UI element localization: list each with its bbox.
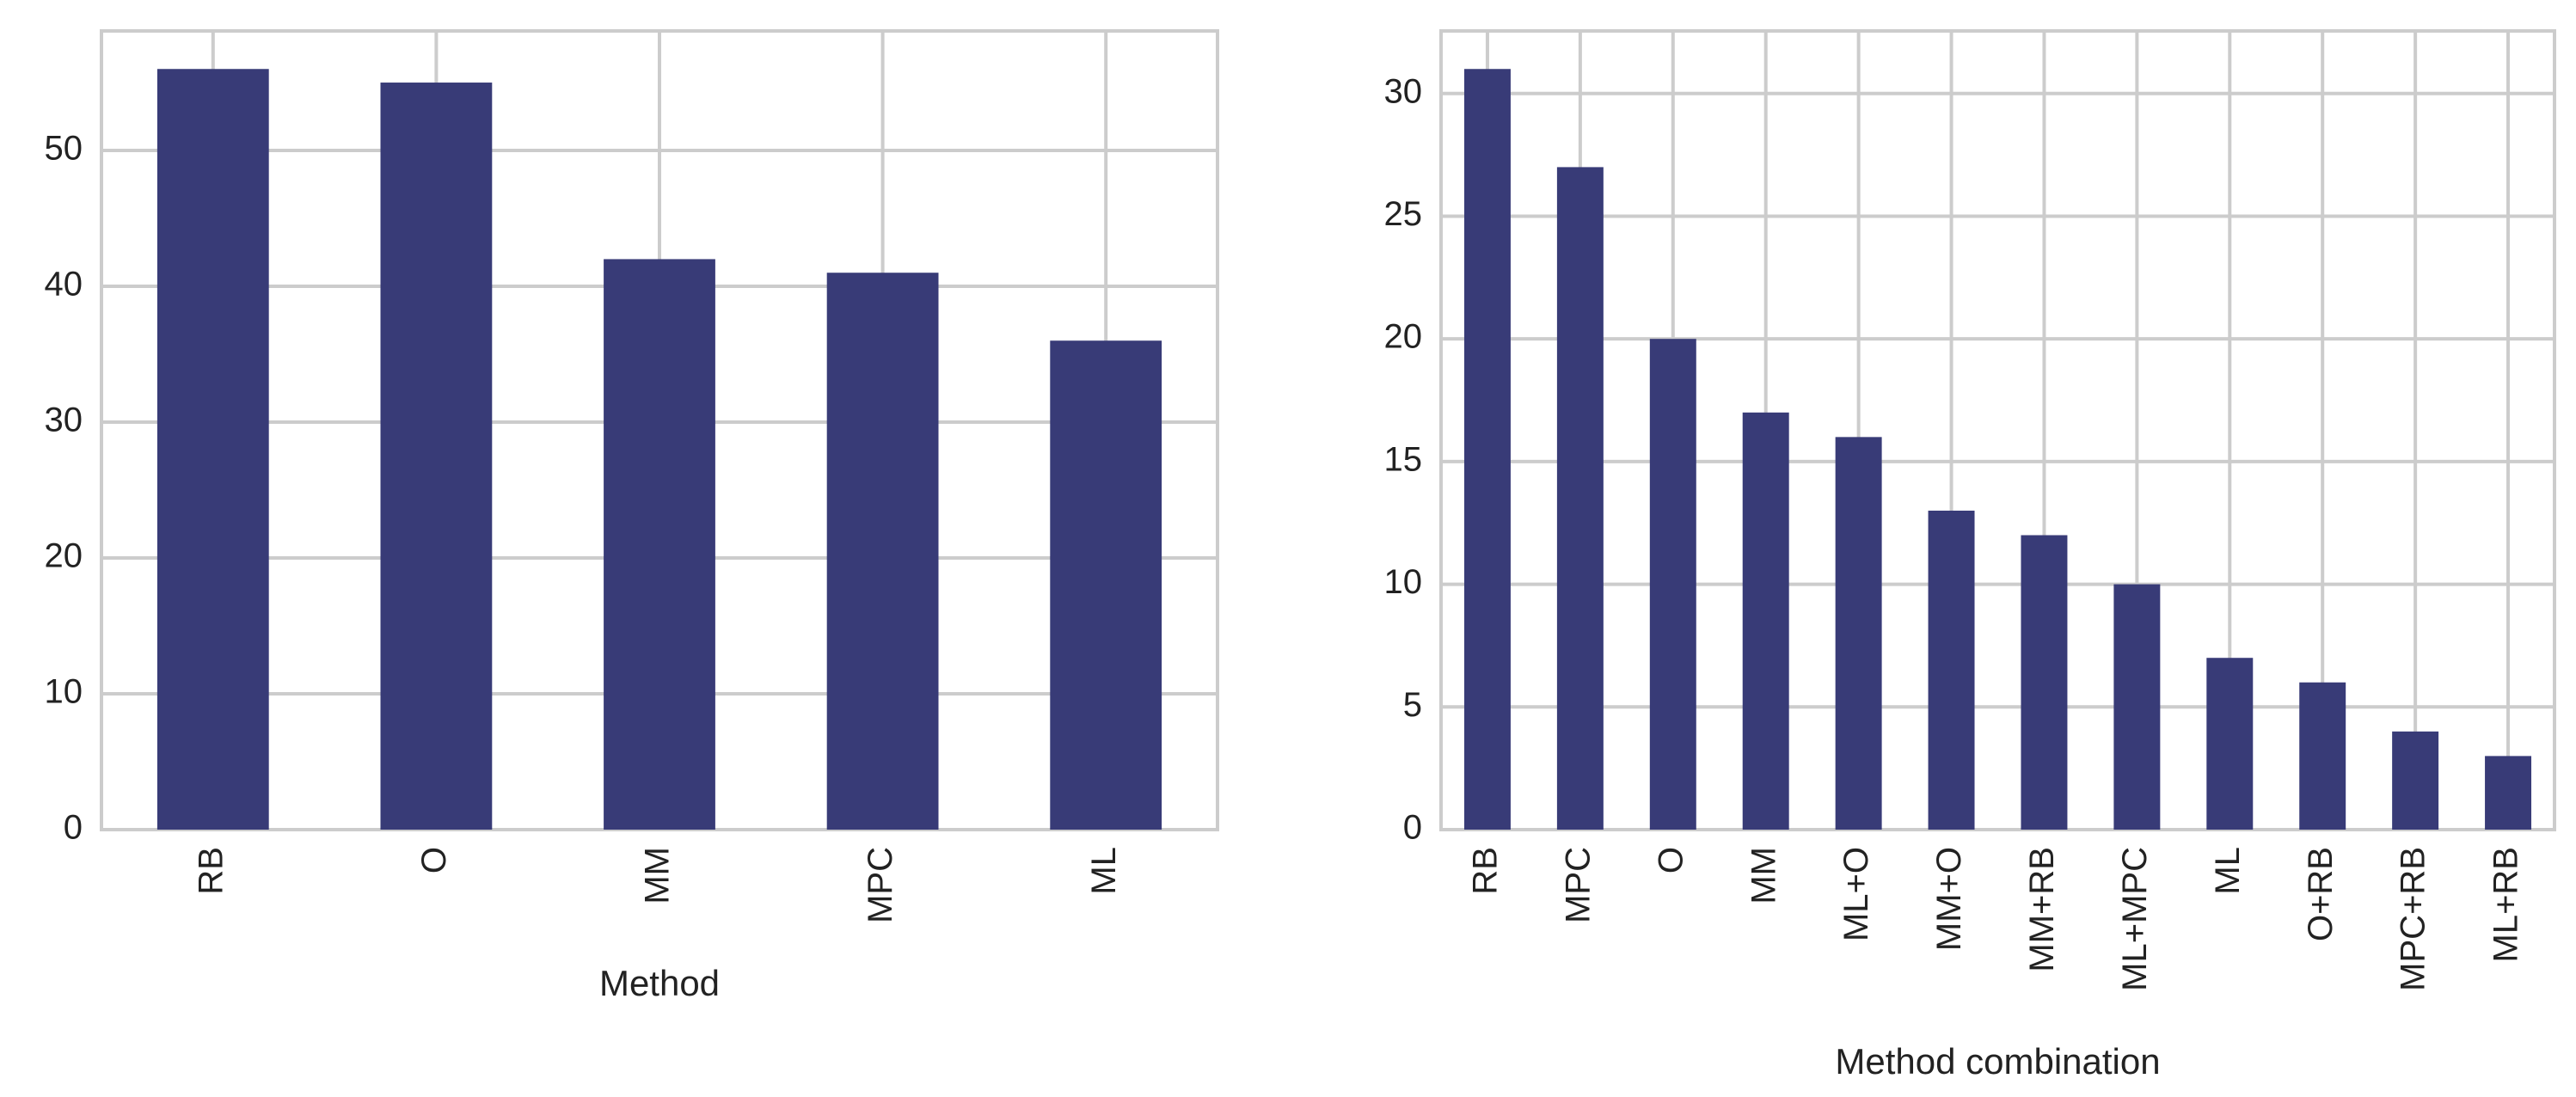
- bar: [826, 273, 939, 830]
- bar: [2206, 658, 2254, 830]
- x-tick-label: MPC: [1559, 847, 1597, 923]
- y-tick-label: 0: [64, 809, 83, 847]
- bar: [2392, 731, 2439, 830]
- x-tick-label: RB: [192, 847, 230, 895]
- y-tick-label: 30: [1384, 72, 1423, 110]
- bar: [2113, 584, 2161, 830]
- y-tick-label: 20: [1384, 318, 1423, 356]
- x-tick-label: MM+O: [1930, 847, 1968, 951]
- x-tick-label: ML+RB: [2487, 847, 2525, 963]
- x-axis-label: Method: [599, 963, 720, 1003]
- bar: [2299, 682, 2346, 830]
- bar: [1928, 510, 1975, 830]
- bar: [604, 259, 715, 830]
- x-tick-label: MPC: [862, 847, 899, 923]
- x-tick-label: ML: [2209, 847, 2247, 895]
- x-tick-label: O: [1652, 847, 1690, 873]
- bar: [1463, 69, 1511, 830]
- x-tick-label: O+RB: [2302, 847, 2340, 941]
- y-tick-label: 40: [45, 266, 83, 303]
- x-tick-label: ML+MPC: [2116, 847, 2154, 991]
- x-tick-label: MM: [1745, 847, 1782, 904]
- bar: [2485, 756, 2532, 830]
- bar: [1649, 339, 1696, 830]
- y-tick-label: 30: [45, 401, 83, 439]
- x-tick-label: O: [415, 847, 453, 873]
- bar: [1742, 412, 1789, 830]
- x-tick-label: MPC+RB: [2395, 847, 2432, 991]
- x-tick-label: ML+O: [1837, 847, 1875, 941]
- bar: [380, 83, 493, 830]
- y-tick-label: 15: [1384, 440, 1423, 478]
- bar: [1556, 167, 1604, 830]
- y-tick-label: 50: [45, 130, 83, 168]
- y-tick-label: 5: [1403, 686, 1422, 724]
- y-tick-label: 25: [1384, 195, 1423, 233]
- bar: [1050, 340, 1162, 830]
- x-axis-label: Method combination: [1835, 1041, 2160, 1082]
- y-tick-label: 0: [1403, 809, 1422, 847]
- y-tick-label: 20: [45, 537, 83, 575]
- bar: [1835, 437, 1882, 830]
- plot-frame: [1439, 29, 2556, 831]
- x-tick-label: MM+RB: [2023, 847, 2061, 972]
- x-tick-label: ML: [1085, 847, 1123, 895]
- bar: [156, 69, 269, 830]
- bar: [2021, 535, 2068, 830]
- x-tick-label: MM: [639, 847, 677, 904]
- y-tick-label: 10: [1384, 563, 1423, 601]
- x-tick-label: RB: [1467, 847, 1505, 895]
- y-tick-label: 10: [45, 673, 83, 711]
